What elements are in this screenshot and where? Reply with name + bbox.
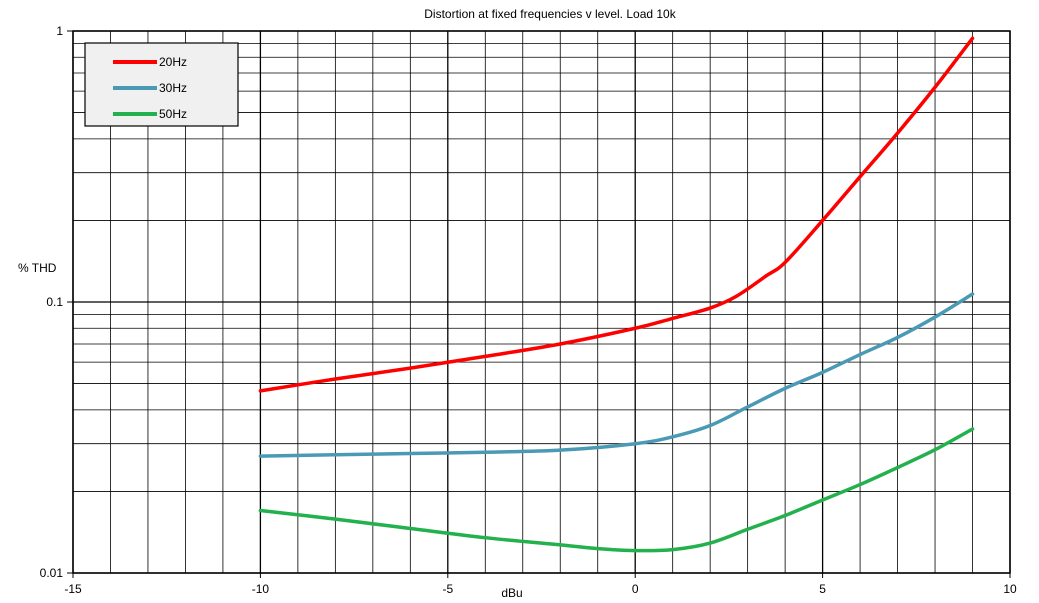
x-tick-label: 5	[819, 582, 826, 596]
legend-label: 20Hz	[159, 55, 187, 69]
series-line-30Hz	[258, 292, 975, 458]
x-tick-label: 10	[1003, 582, 1017, 596]
legend-box	[84, 42, 239, 127]
series-line-50Hz	[258, 427, 975, 553]
x-tick-label: -5	[442, 582, 453, 596]
x-tick-label: -15	[64, 582, 82, 596]
y-tick-label: 0.1	[46, 295, 63, 309]
grid	[72, 30, 1011, 574]
series-line-20Hz	[258, 36, 975, 393]
x-tick-label: 0	[632, 582, 639, 596]
chart-title: Distortion at fixed frequencies v level.…	[424, 7, 676, 21]
x-axis-label: dBu	[501, 586, 522, 600]
y-tick-label: 1	[56, 24, 63, 38]
legend-label: 30Hz	[159, 81, 187, 95]
y-tick-label: 0.01	[40, 566, 64, 580]
y-axis-label: % THD	[18, 261, 57, 275]
legend-label: 50Hz	[159, 107, 187, 121]
x-tick-label: -10	[252, 582, 270, 596]
legend: 20Hz 30Hz 50Hz	[84, 42, 239, 127]
tick-labels: -15 -10 -5 0 5 10 0.01 0.1 1	[40, 24, 1017, 596]
series-layer	[258, 36, 975, 553]
